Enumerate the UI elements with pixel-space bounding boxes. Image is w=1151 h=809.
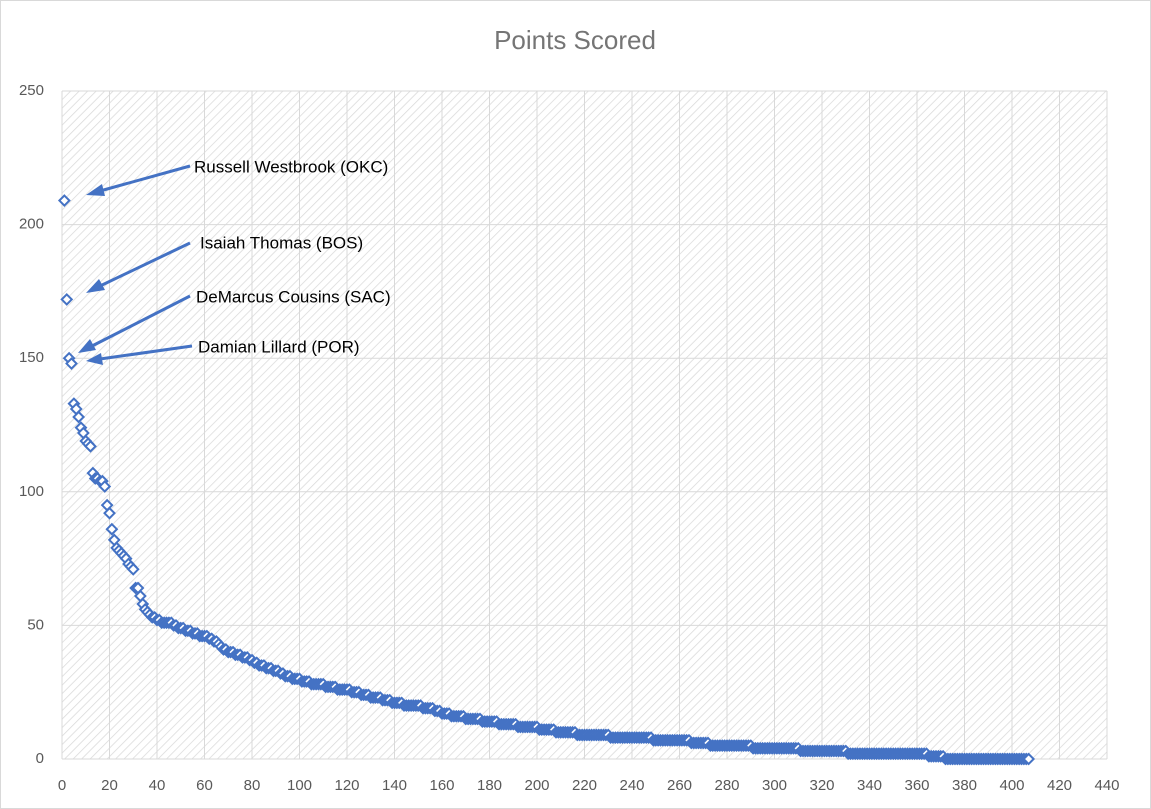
x-tick-label: 140	[382, 777, 407, 794]
y-tick-label: 50	[27, 616, 44, 633]
marker	[57, 194, 71, 207]
x-tick-label: 360	[904, 777, 929, 794]
x-tick-label: 20	[101, 777, 118, 794]
x-tick-label: 220	[572, 777, 597, 794]
x-tick-label: 400	[999, 777, 1024, 794]
x-tick-label: 240	[619, 777, 644, 794]
arrow	[99, 344, 193, 361]
annotation-arrows	[78, 164, 193, 365]
x-tick-label: 300	[762, 777, 787, 794]
annotation: Russell Westbrook (OKC)	[194, 157, 388, 176]
x-tick-label: 260	[667, 777, 692, 794]
arrow-head	[86, 184, 105, 196]
x-tick-label: 340	[857, 777, 882, 794]
arrow-head	[86, 279, 105, 293]
y-tick-label: 0	[36, 750, 44, 767]
marker	[98, 480, 112, 493]
x-tick-label: 160	[429, 777, 454, 794]
arrow-head	[78, 339, 96, 353]
marker	[105, 522, 119, 536]
markers	[57, 194, 1036, 766]
x-tick-label: 200	[524, 777, 549, 794]
x-tick-label: 440	[1094, 777, 1119, 794]
y-tick-label: 150	[19, 349, 44, 366]
y-tick-label: 250	[19, 82, 44, 99]
y-tick-label: 200	[19, 216, 44, 233]
marker	[60, 293, 74, 306]
x-tick-label: 0	[58, 777, 66, 794]
annotation: Isaiah Thomas (BOS)	[200, 233, 363, 252]
annotation: DeMarcus Cousins (SAC)	[196, 287, 391, 306]
marker	[126, 562, 140, 576]
marker	[84, 439, 97, 453]
x-tick-label: 120	[334, 777, 359, 794]
x-tick-label: 180	[477, 777, 502, 794]
arrow	[99, 241, 191, 288]
x-tick-label: 320	[809, 777, 834, 794]
annotation: Damian Lillard (POR)	[198, 337, 360, 356]
y-tick-label: 100	[19, 483, 44, 500]
x-tick-label: 100	[287, 777, 312, 794]
x-tick-label: 40	[149, 777, 166, 794]
arrow-head	[86, 353, 103, 365]
marker	[103, 506, 116, 520]
x-tick-label: 60	[196, 777, 213, 794]
marker	[65, 357, 78, 370]
x-tick-label: 280	[714, 777, 739, 794]
x-tick-label: 80	[244, 777, 261, 794]
marker	[72, 410, 86, 424]
x-tick-label: 380	[952, 777, 977, 794]
arrow	[99, 164, 191, 193]
marker	[1022, 752, 1036, 766]
arrow	[91, 294, 191, 348]
chart-title: Points Scored	[494, 25, 656, 55]
x-tick-label: 420	[1047, 777, 1072, 794]
